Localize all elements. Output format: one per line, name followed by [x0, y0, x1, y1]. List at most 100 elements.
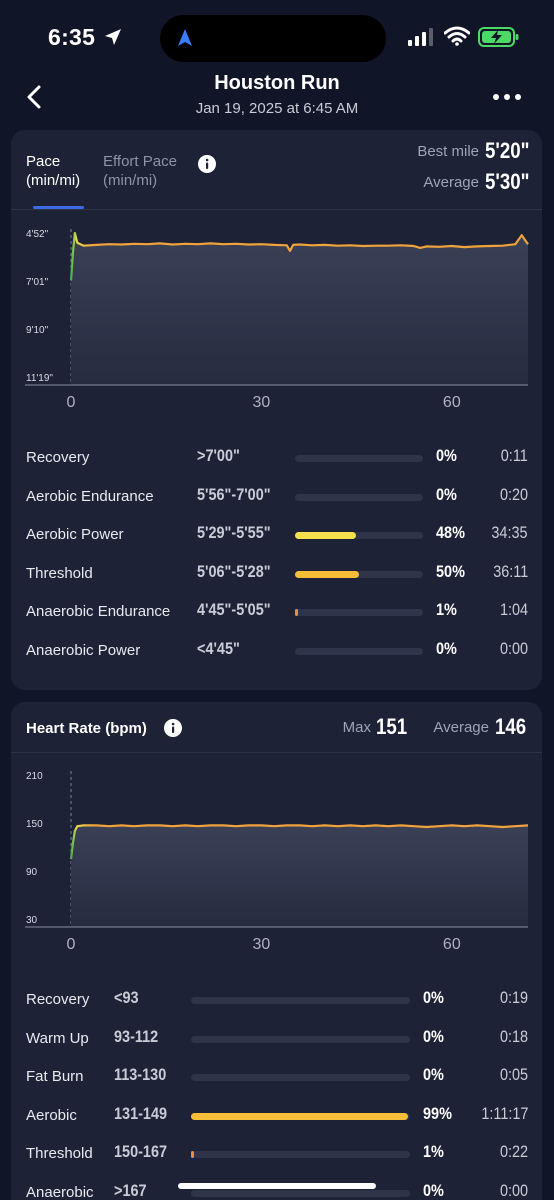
tab-effort-pace-label: Effort Pace	[103, 153, 177, 170]
home-indicator[interactable]	[178, 1183, 376, 1189]
zone-bar-fill	[191, 1112, 408, 1120]
zone-time: 1:04	[499, 600, 528, 620]
hr-y-tick-label: 210	[26, 771, 43, 782]
zone-range: 5'06"-5'28"	[197, 561, 271, 581]
zone-bar-track	[191, 1074, 410, 1082]
zone-percent: 0%	[436, 639, 457, 658]
zone-time: 0:20	[499, 484, 528, 504]
dynamic-island	[160, 15, 386, 62]
status-bar: 6:35	[0, 0, 554, 70]
zone-row[interactable]: Anaerobic Endurance 4'45"-5'05" 1% 1:04	[11, 597, 542, 627]
zone-name: Anaerobic Endurance	[26, 603, 171, 621]
tab-effort-pace-unit: (min/mi)	[103, 172, 158, 189]
zone-range: <93	[114, 988, 139, 1007]
zone-name: Aerobic	[26, 1106, 77, 1124]
tab-active-underline	[33, 206, 84, 209]
zone-name: Threshold	[26, 1145, 93, 1163]
zone-row[interactable]: Aerobic 131-149 99% 1:11:17	[11, 1101, 542, 1131]
zone-bar-track	[191, 1112, 410, 1120]
zone-percent: 1%	[423, 1142, 444, 1162]
zone-range: >167	[114, 1181, 147, 1200]
zone-time: 0:05	[499, 1065, 528, 1085]
info-icon[interactable]	[198, 155, 216, 173]
tab-pace[interactable]: Pace (min/mi)	[26, 152, 80, 190]
zone-name: Warm Up	[26, 1029, 89, 1047]
zone-time: 36:11	[492, 561, 528, 581]
zone-row[interactable]: Warm Up 93-112 0% 0:18	[11, 1024, 542, 1054]
tab-effort-pace[interactable]: Effort Pace (min/mi)	[103, 152, 177, 190]
zone-bar-track	[295, 455, 423, 462]
zone-range: 5'56"-7'00"	[197, 484, 271, 504]
zone-name: Recovery	[26, 991, 90, 1008]
pace-y-tick-label: 4'52"	[26, 229, 49, 240]
zone-time: 0:00	[499, 639, 528, 658]
average-pace-value: 5'30"	[485, 169, 530, 194]
zone-bar-track	[295, 609, 423, 617]
zone-percent: 99%	[423, 1103, 452, 1123]
pace-y-tick-label: 7'01"	[26, 277, 49, 288]
hr-x-tick-label: 30	[253, 936, 271, 953]
pace-card: Pace (min/mi) Effort Pace (min/mi) Best …	[11, 130, 542, 690]
zone-time: 0:00	[499, 1181, 528, 1200]
heart-rate-title: Heart Rate (bpm)	[26, 720, 147, 737]
hr-x-tick-label: 60	[443, 936, 461, 953]
hr-y-tick-label: 30	[26, 915, 38, 926]
zone-row[interactable]: Threshold 150-167 1% 0:22	[11, 1139, 542, 1169]
zone-range: 4'45"-5'05"	[197, 600, 271, 620]
zone-percent: 1%	[436, 600, 457, 620]
zone-row[interactable]: Recovery <93 0% 0:19	[11, 985, 542, 1015]
hr-y-tick-label: 90	[26, 867, 38, 878]
hr-divider	[11, 752, 542, 753]
tab-divider	[11, 209, 542, 210]
zone-percent: 48%	[436, 523, 465, 543]
max-hr-label: Max	[342, 719, 371, 736]
zone-row[interactable]: Anaerobic >167 0% 0:00	[11, 1178, 542, 1200]
zone-row[interactable]: Threshold 5'06"-5'28" 50% 36:11	[11, 559, 542, 589]
zone-row[interactable]: Anaerobic Power <4'45" 0% 0:00	[11, 636, 542, 666]
zone-name: Aerobic Endurance	[26, 487, 154, 505]
heart-rate-card: Heart Rate (bpm) Max 151 Average 146 210…	[11, 702, 542, 1200]
hr-x-tick-label: 0	[67, 936, 76, 953]
zone-percent: 50%	[436, 561, 465, 581]
wifi-icon	[444, 26, 470, 46]
zone-range: 5'29"-5'55"	[197, 523, 271, 543]
average-hr-label: Average	[433, 719, 489, 736]
info-icon[interactable]	[164, 719, 182, 737]
zone-time: 0:18	[499, 1026, 528, 1046]
zone-name: Threshold	[26, 564, 93, 582]
zone-bar-track	[191, 1151, 410, 1159]
zone-row[interactable]: Aerobic Endurance 5'56"-7'00" 0% 0:20	[11, 482, 542, 512]
zone-percent: 0%	[436, 484, 457, 504]
zone-name: Fat Burn	[26, 1068, 84, 1086]
more-dots-icon[interactable]	[490, 84, 524, 110]
zone-percent: 0%	[436, 446, 457, 465]
zone-range: 93-112	[114, 1026, 159, 1046]
max-hr-value: 151	[376, 714, 408, 739]
hr-area	[71, 825, 528, 927]
page-title: Houston Run	[214, 72, 340, 94]
best-mile-value: 5'20"	[485, 138, 530, 163]
zone-row[interactable]: Aerobic Power 5'29"-5'55" 48% 34:35	[11, 520, 542, 550]
zone-time: 0:22	[499, 1142, 528, 1162]
zone-time: 1:11:17	[480, 1103, 528, 1123]
zone-time: 34:35	[491, 523, 528, 543]
zone-bar-fill	[295, 609, 298, 617]
battery-charging-icon	[478, 27, 519, 47]
best-mile-label: Best mile	[417, 143, 479, 160]
zone-percent: 0%	[423, 1181, 444, 1200]
activity-header: Houston Run Jan 19, 2025 at 6:45 AM	[0, 68, 554, 124]
navigation-icon	[178, 29, 192, 46]
zone-bar-track	[191, 997, 410, 1004]
location-arrow-icon	[105, 29, 121, 45]
zone-percent: 0%	[423, 988, 444, 1007]
hr-y-tick-label: 150	[26, 819, 43, 830]
zone-row[interactable]: Recovery >7'00" 0% 0:11	[11, 443, 542, 473]
zone-time: 0:19	[499, 988, 528, 1007]
zone-bar-track	[295, 532, 423, 540]
zone-name: Recovery	[26, 449, 90, 466]
zone-row[interactable]: Fat Burn 113-130 0% 0:05	[11, 1062, 542, 1092]
back-chevron-icon[interactable]	[22, 84, 48, 110]
tab-pace-label: Pace	[26, 153, 61, 170]
pace-x-tick-label: 60	[443, 394, 461, 411]
zone-bar-track	[191, 1035, 410, 1043]
